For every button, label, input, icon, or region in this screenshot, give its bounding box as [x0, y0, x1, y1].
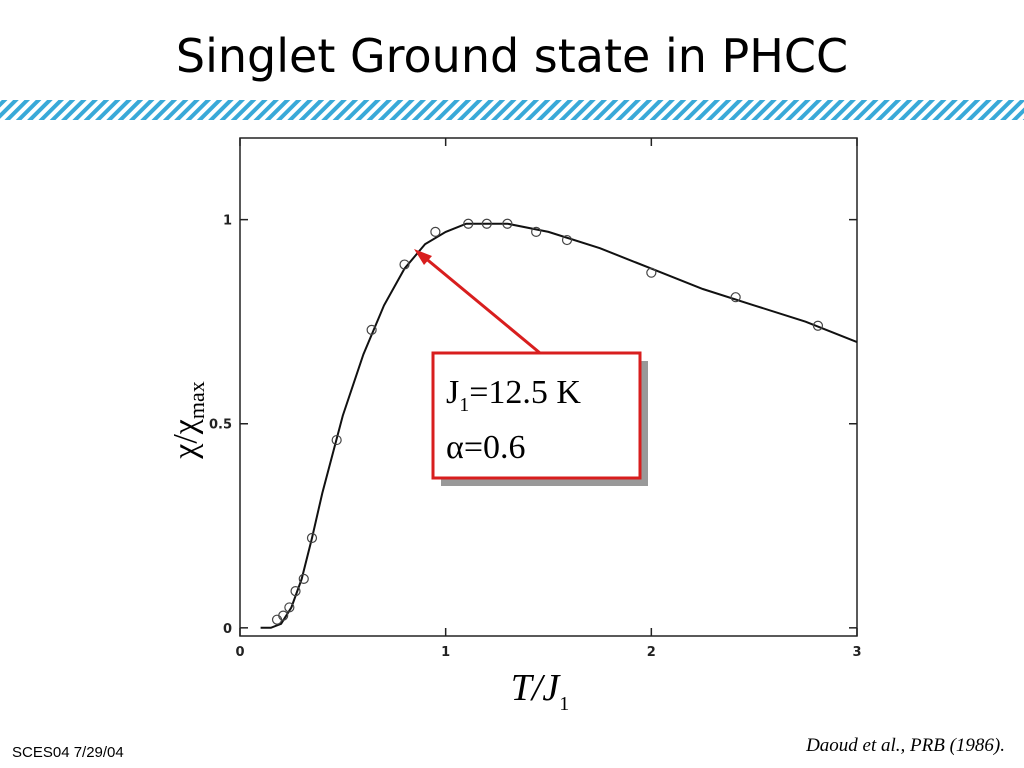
y-tick-label: 0 [223, 622, 232, 637]
y-tick-label: 0.5 [209, 418, 232, 433]
data-point [278, 610, 289, 621]
arrow-head [414, 249, 432, 265]
x-tick-label: 1 [441, 645, 450, 660]
data-point [399, 259, 410, 270]
data-point [561, 234, 573, 246]
data-point [366, 324, 377, 335]
data-point [502, 218, 513, 229]
y-axis-label-text: χ/χ [167, 419, 204, 460]
data-point [331, 434, 342, 446]
y-tick-label: 1 [223, 214, 232, 229]
y-axis-label-sub: max [184, 381, 209, 419]
data-point [430, 226, 441, 237]
data-point [531, 226, 542, 237]
annotation-line: J1=12.5 K [446, 374, 581, 416]
y-axis-label: χ/χmax [167, 381, 209, 460]
slide-title: Singlet Ground state in PHCC [176, 29, 848, 83]
annotation-box [431, 351, 642, 480]
annotation-line: α=0.6 [446, 429, 526, 466]
x-axis-label-sub: 1 [559, 693, 569, 715]
data-point [730, 292, 741, 303]
citation: Daoud et al., PRB (1986). [805, 735, 1005, 756]
plot-frame [239, 137, 858, 637]
data-point [298, 573, 309, 584]
fit-curve [260, 222, 858, 629]
data-point [290, 585, 301, 597]
data-point [646, 267, 657, 278]
x-axis-label: T/J1 [511, 667, 570, 715]
x-axis-label-text: T/J [511, 667, 562, 709]
data-point [306, 532, 318, 544]
data-point [284, 602, 295, 613]
plot: 0 1 2 300.51T/J1χ/χmax [167, 137, 862, 715]
x-tick-label: 0 [235, 645, 244, 660]
arrow [417, 250, 541, 355]
footer: SCES04 7/29/04 [12, 744, 124, 761]
data-point [463, 218, 474, 229]
x-tick-label: 3 [852, 645, 861, 660]
data-point [812, 320, 824, 331]
data-point [481, 218, 492, 229]
title-band [0, 100, 1024, 120]
x-tick-label: 2 [647, 645, 656, 660]
